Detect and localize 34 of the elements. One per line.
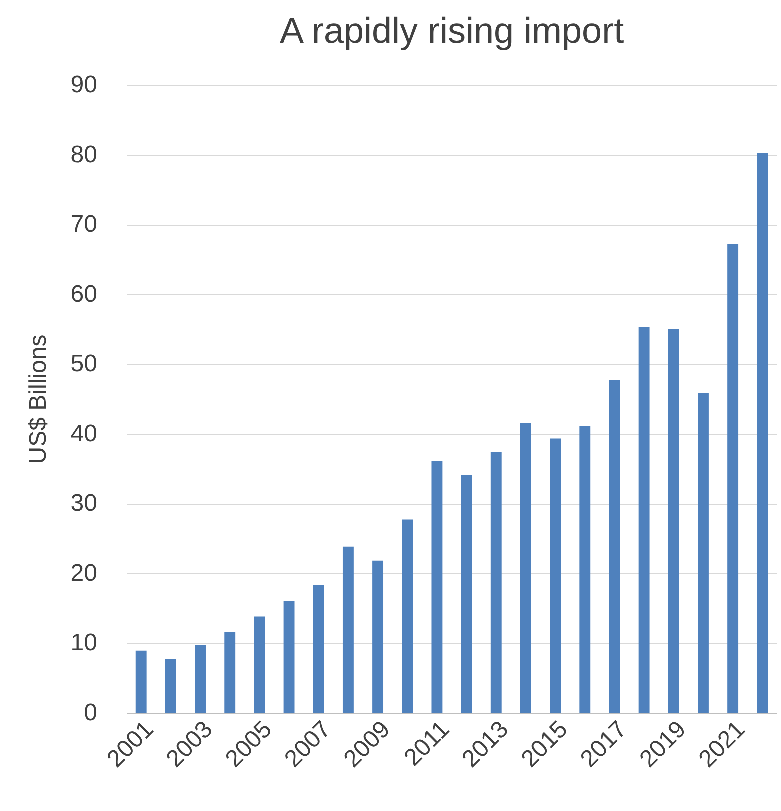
bar bbox=[224, 632, 236, 713]
y-tick-label: 30 bbox=[70, 490, 98, 518]
bar bbox=[698, 393, 709, 713]
y-axis-title: US$ Billions bbox=[24, 334, 52, 464]
y-tick-label: 80 bbox=[70, 141, 98, 168]
y-tick-label: 90 bbox=[70, 72, 98, 98]
y-tick-label: 0 bbox=[84, 700, 98, 726]
bar bbox=[490, 452, 502, 713]
bar bbox=[432, 461, 443, 713]
bar bbox=[313, 585, 324, 713]
y-tick-label: 70 bbox=[70, 211, 98, 238]
y-tick-label: 60 bbox=[70, 280, 98, 308]
chart-title: A rapidly rising import bbox=[280, 10, 624, 51]
y-tick-label: 40 bbox=[70, 420, 98, 448]
bar bbox=[342, 546, 354, 713]
y-tick-label: 20 bbox=[70, 560, 98, 587]
bar bbox=[165, 659, 176, 713]
y-tick-label: 50 bbox=[70, 350, 98, 378]
bar bbox=[757, 153, 768, 713]
bar bbox=[609, 380, 620, 713]
bar bbox=[195, 645, 206, 713]
y-tick-label: 10 bbox=[70, 630, 98, 657]
bar bbox=[372, 560, 384, 713]
bar bbox=[580, 426, 591, 713]
bar bbox=[284, 601, 295, 713]
bar bbox=[550, 438, 562, 713]
bar bbox=[461, 475, 472, 713]
bar bbox=[402, 520, 414, 713]
bar bbox=[136, 650, 147, 713]
bar bbox=[520, 423, 532, 713]
bar bbox=[254, 616, 266, 713]
bar bbox=[668, 329, 680, 713]
bar bbox=[638, 327, 650, 713]
bar bbox=[728, 244, 739, 713]
